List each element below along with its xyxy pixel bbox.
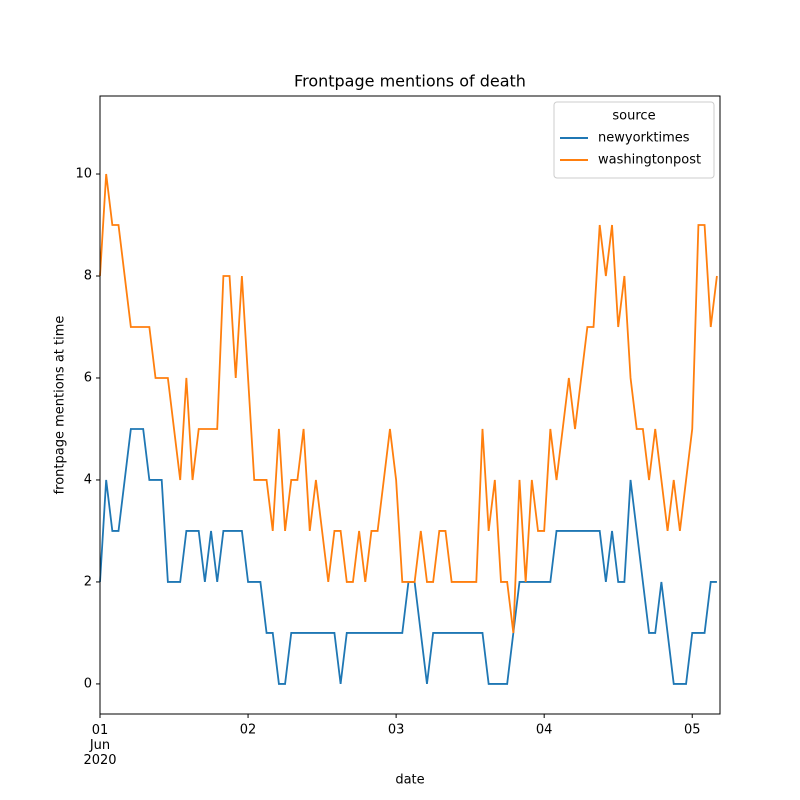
x-tick-label: 01 Jun 2020 xyxy=(83,723,116,768)
y-axis-label: frontpage mentions at time xyxy=(53,316,68,495)
legend-title: source xyxy=(612,109,655,124)
data-line xyxy=(99,173,718,634)
y-tick-label: 0 xyxy=(84,676,92,691)
legend-label: washingtonpost xyxy=(598,153,701,168)
y-tick-label: 4 xyxy=(84,472,92,487)
chart-title: Frontpage mentions of death xyxy=(294,72,526,91)
y-tick-label: 6 xyxy=(84,370,92,385)
x-tick-label: 03 xyxy=(388,723,405,738)
legend-label: newyorktimes xyxy=(598,131,690,146)
y-tick-label: 8 xyxy=(84,268,92,283)
y-tick-label: 2 xyxy=(84,574,92,589)
x-tick-label: 02 xyxy=(240,723,257,738)
x-axis-label: date xyxy=(395,773,424,788)
x-tick-label: 04 xyxy=(536,723,553,738)
x-tick-label: 05 xyxy=(684,723,701,738)
legend-box xyxy=(553,101,715,179)
plot-frame xyxy=(99,95,721,715)
y-tick-label: 10 xyxy=(75,167,92,182)
